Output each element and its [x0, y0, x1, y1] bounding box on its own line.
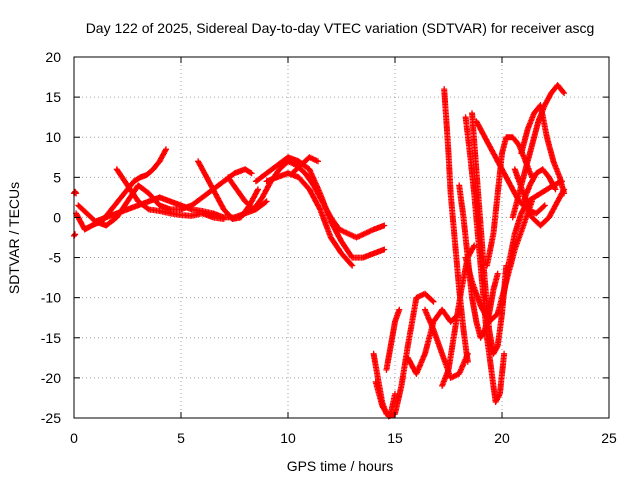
y-axis-label: SDTVAR / TECUs: [6, 182, 22, 294]
y-tick-label: -5: [49, 250, 62, 266]
y-tick-label: 10: [45, 129, 61, 145]
plus-markers: [195, 158, 261, 222]
data-series-11: [289, 154, 321, 177]
x-tick-label: 0: [70, 430, 78, 446]
x-tick-label: 20: [494, 430, 510, 446]
data-series-6: [113, 166, 227, 222]
grid-lines: [74, 57, 609, 418]
data-series-14: [383, 306, 403, 373]
chart-title: Day 122 of 2025, Sidereal Day-to-day VTE…: [86, 20, 595, 36]
data-series-7: [195, 158, 261, 222]
y-tick-label: 20: [45, 49, 61, 65]
data-series-16: [422, 306, 471, 381]
plus-markers: [520, 166, 559, 205]
y-tick-label: -20: [41, 370, 61, 386]
plus-markers: [113, 166, 227, 222]
y-tick-label: 15: [45, 89, 61, 105]
plus-markers: [511, 166, 568, 229]
x-tick-label: 15: [387, 430, 403, 446]
x-tick-label: 10: [280, 430, 296, 446]
y-tick-label: -15: [41, 330, 61, 346]
data-series-27: [518, 102, 568, 197]
y-tick-labels: -25 -20 -15 -10 -5 0 5 10 15 20: [41, 49, 61, 426]
x-axis-label: GPS time / hours: [287, 458, 394, 474]
data-series-1: [71, 188, 80, 197]
plus-markers: [518, 102, 568, 197]
plus-markers: [71, 231, 79, 239]
y-tick-label: 5: [53, 169, 61, 185]
data-markers: [71, 82, 568, 420]
axis-ticks: [73, 56, 610, 419]
plus-markers: [289, 154, 321, 177]
x-tick-label: 5: [177, 430, 185, 446]
data-series-29: [520, 166, 559, 205]
data-series-3: [73, 146, 169, 233]
data-series-2: [71, 231, 79, 239]
y-tick-label: -25: [41, 410, 61, 426]
plus-markers: [422, 306, 471, 381]
data-series-24: [484, 134, 535, 269]
plus-markers: [252, 154, 388, 261]
y-tick-label: -10: [41, 290, 61, 306]
plus-markers: [484, 134, 535, 269]
data-series-10: [263, 170, 356, 269]
plus-markers: [383, 306, 403, 373]
y-tick-label: 0: [53, 209, 61, 225]
x-tick-label: 25: [601, 430, 617, 446]
data-series-18: [441, 86, 471, 365]
plus-markers: [263, 170, 356, 269]
plus-markers: [441, 86, 471, 365]
data-series-28: [511, 166, 568, 229]
plus-markers: [71, 188, 80, 197]
plus-markers: [73, 146, 169, 233]
data-series-9: [252, 154, 388, 261]
plot-frame: [73, 56, 610, 419]
data-series-25: [499, 178, 565, 309]
plus-markers: [499, 178, 565, 309]
x-tick-labels: 0 5 10 15 20 25: [70, 430, 617, 446]
